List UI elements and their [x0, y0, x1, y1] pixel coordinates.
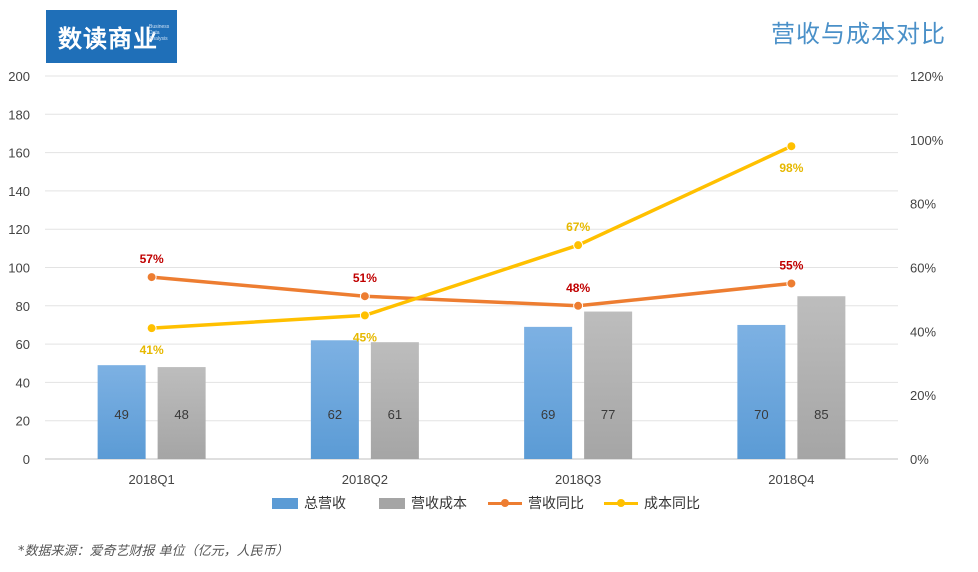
cost-bar [797, 296, 846, 459]
x-tick-label: 2018Q1 [128, 472, 174, 487]
revenue-yoy-label: 51% [353, 271, 377, 285]
revenue-yoy-point [573, 300, 584, 311]
cost-yoy-point [359, 310, 370, 321]
footnote: *数据来源：爱奇艺财报 单位（亿元，人民币） [18, 544, 289, 559]
revenue-bar-label: 70 [754, 407, 768, 422]
cost-bar-label: 85 [814, 407, 828, 422]
y-tick-label: 0 [23, 452, 30, 467]
cost-yoy-label: 41% [140, 343, 164, 357]
legend-item: 营收成本 [379, 493, 467, 513]
revenue-bar [524, 326, 573, 459]
y2-tick-label: 40% [910, 324, 936, 339]
revenue-bar [737, 324, 786, 459]
revenue-yoy-label: 55% [779, 258, 803, 272]
y2-tick-label: 120% [910, 69, 944, 84]
legend-item: 成本同比 [604, 493, 700, 513]
y-tick-label: 180 [8, 107, 30, 122]
legend-swatch [604, 497, 638, 509]
y-tick-label: 120 [8, 222, 30, 237]
y-tick-label: 60 [16, 337, 30, 352]
logo-subtext: Business Data Analysis [149, 24, 170, 42]
x-tick-label: 2018Q3 [555, 472, 601, 487]
y-tick-label: 200 [8, 69, 30, 84]
cost-yoy-line [151, 144, 793, 330]
chart-title: 营收与成本对比 [771, 20, 946, 48]
revenue-bar-label: 62 [328, 407, 342, 422]
x-tick-label: 2018Q2 [342, 472, 388, 487]
data-labels: 49 62 69 70 48 61 77 85 57% 51% 48% 55% 41% 45% 67% 98% [114, 161, 828, 422]
revenue-bar [97, 365, 146, 459]
revenue-yoy-point [359, 291, 370, 302]
bars [97, 296, 846, 459]
revenue-bar [310, 340, 359, 459]
legend-item: 营收同比 [488, 493, 584, 513]
y-tick-label: 160 [8, 146, 30, 161]
legend-swatch [488, 497, 522, 509]
axes: 0 20 40 60 80 100 120 140 160 180 200 0% 20% 40% 60% 80… [8, 69, 943, 487]
revenue-yoy-point [786, 278, 797, 289]
y2-tick-label: 20% [910, 388, 936, 403]
legend-swatch [272, 497, 298, 509]
combo-chart: 0 20 40 60 80 100 120 140 160 180 200 0% 20% 40% 60% 80… [8, 69, 943, 487]
cost-bar-label: 77 [601, 407, 615, 422]
y-tick-label: 20 [16, 414, 30, 429]
cost-bar [157, 367, 206, 459]
cost-bar-label: 61 [388, 407, 402, 422]
legend-label: 总营收 [304, 496, 346, 512]
y2-tick-label: 0% [910, 452, 929, 467]
y-tick-label: 140 [8, 184, 30, 199]
y2-tick-label: 80% [910, 197, 936, 212]
revenue-yoy-line [151, 275, 792, 308]
logo-text: 数读商业 [58, 24, 158, 53]
revenue-yoy-point [146, 272, 157, 283]
legend-label: 营收成本 [411, 496, 467, 512]
cost-bar-label: 48 [174, 407, 188, 422]
y2-tick-label: 100% [910, 133, 944, 148]
y-tick-label: 80 [16, 299, 30, 314]
revenue-bar-label: 49 [114, 407, 128, 422]
cost-yoy-point [146, 323, 157, 334]
cost-yoy-label: 45% [353, 330, 377, 344]
legend-swatch [379, 497, 405, 509]
logo: 数读商业 Business Data Analysis [46, 10, 177, 63]
x-tick-label: 2018Q4 [768, 472, 814, 487]
cost-yoy-label: 67% [566, 220, 590, 234]
revenue-yoy-label: 48% [566, 281, 590, 295]
cost-yoy-point [786, 141, 797, 152]
revenue-yoy-label: 57% [140, 252, 164, 266]
y-tick-label: 40 [16, 375, 30, 390]
legend-label: 营收同比 [528, 496, 584, 512]
cost-bar [370, 342, 419, 459]
lines [146, 141, 797, 334]
cost-yoy-point [573, 240, 584, 251]
y2-tick-label: 60% [910, 261, 936, 276]
revenue-bar-label: 69 [541, 407, 555, 422]
cost-bar [584, 311, 633, 459]
y-tick-label: 100 [8, 261, 30, 276]
legend: 总营收 营收成本 营收同比 成本同比 [0, 493, 978, 515]
legend-item: 总营收 [272, 493, 346, 513]
cost-yoy-label: 98% [779, 161, 803, 175]
legend-label: 成本同比 [644, 496, 700, 512]
